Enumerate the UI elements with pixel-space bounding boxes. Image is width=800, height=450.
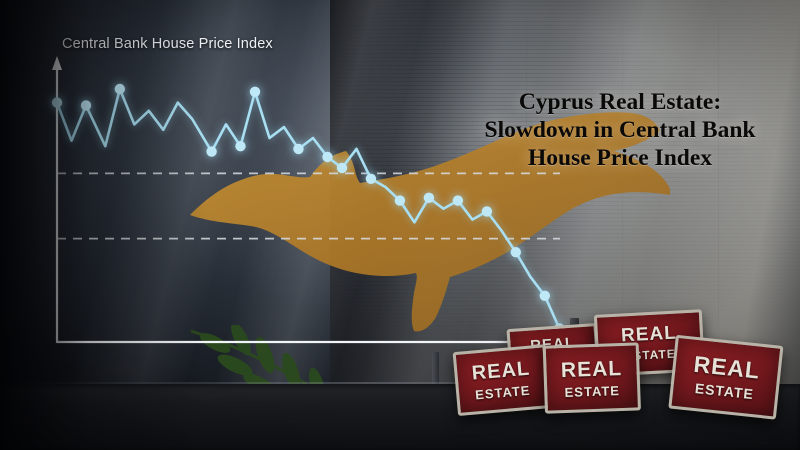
title-line-1: Cyprus Real Estate: bbox=[518, 89, 722, 115]
chart-data-point bbox=[322, 151, 333, 163]
sign-text-line2: ESTATE bbox=[564, 382, 621, 400]
page-title: Cyprus Real Estate: Slowdown in Central … bbox=[455, 88, 785, 173]
chart-data-point bbox=[51, 97, 63, 108]
sign-text-line1: REAL bbox=[692, 350, 762, 384]
sign-text-line2: ESTATE bbox=[694, 380, 755, 403]
chart-data-point bbox=[452, 195, 464, 206]
chart-data-point bbox=[365, 173, 377, 184]
sign-left: REAL ESTATE bbox=[452, 344, 551, 417]
chart-gridlines bbox=[57, 172, 560, 240]
chart-data-point bbox=[249, 86, 261, 98]
sign-text-line2: ESTATE bbox=[474, 382, 532, 403]
chart-data-point bbox=[114, 83, 126, 95]
chart-data-point bbox=[510, 247, 521, 258]
chart-data-point bbox=[293, 143, 304, 155]
sign-text-line1: REAL bbox=[470, 357, 531, 385]
chart-data-point bbox=[394, 195, 406, 206]
chart-data-point bbox=[423, 192, 435, 203]
sign-right: REAL ESTATE bbox=[668, 334, 784, 420]
chart-data-point bbox=[235, 141, 246, 152]
chart-data-point bbox=[80, 100, 92, 111]
sign-text-line1: REAL bbox=[560, 356, 623, 382]
chart-data-point bbox=[206, 146, 217, 157]
chart-data-point bbox=[336, 162, 348, 174]
title-line-3: House Price Index bbox=[527, 145, 713, 172]
chart-data-point bbox=[539, 290, 550, 301]
sign-center: REAL ESTATE bbox=[542, 342, 641, 414]
title-line-2: Slowdown in Central Bank bbox=[484, 117, 756, 144]
y-axis-label: Central Bank House Price Index bbox=[62, 36, 273, 52]
chart-data-point bbox=[481, 206, 493, 217]
